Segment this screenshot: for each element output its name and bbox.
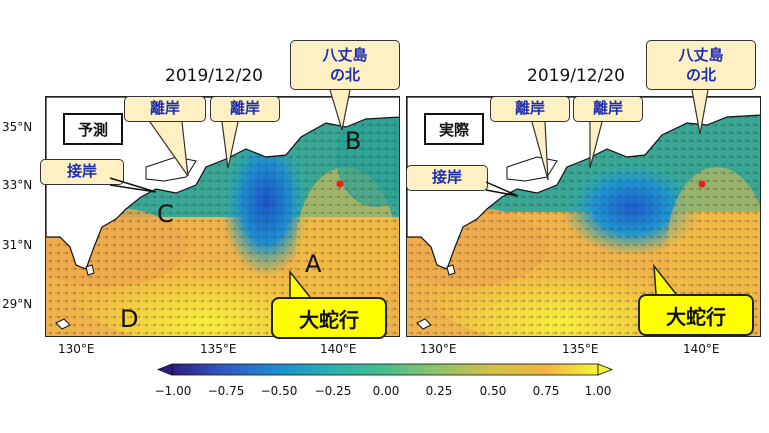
lon-tick-135-right: 135°E — [562, 342, 599, 356]
left-callout-hachijo: 八丈島 の北 — [290, 40, 400, 90]
left-map-panel — [45, 96, 400, 337]
right-map-svg — [407, 97, 760, 336]
right-callout-rigan-2: 離岸 — [573, 96, 643, 122]
left-callout-setsugan: 接岸 — [40, 159, 124, 185]
left-forecast-label: 予測 — [63, 113, 123, 145]
right-callout-hachijo: 八丈島 の北 — [646, 40, 756, 90]
red-marker — [336, 180, 344, 188]
left-marker-A: A — [305, 250, 322, 278]
right-callout-rigan-1: 離岸 — [490, 96, 570, 122]
right-actual-label: 実際 — [424, 113, 484, 145]
left-callout-meander: 大蛇行 — [271, 297, 387, 339]
left-map-svg — [46, 97, 399, 336]
colorbar-tick-2: −0.50 — [260, 384, 298, 398]
colorbar-tick-4: 0.00 — [372, 384, 400, 398]
colorbar-tick-7: 0.75 — [532, 384, 560, 398]
lon-tick-130-right: 130°E — [420, 342, 457, 356]
left-marker-B: B — [345, 127, 362, 155]
lon-tick-135-left: 135°E — [200, 342, 237, 356]
lon-tick-140-right: 140°E — [683, 342, 720, 356]
colorbar-tick-3: −0.25 — [314, 384, 352, 398]
left-marker-C: C — [157, 200, 174, 228]
lon-tick-130-left: 130°E — [58, 342, 95, 356]
right-panel-date: 2019/12/20 — [527, 66, 625, 86]
right-map-panel — [406, 96, 761, 337]
lat-tick-31: 31°N — [2, 238, 33, 252]
left-panel-date: 2019/12/20 — [165, 66, 263, 86]
colorbar-tick-6: 0.50 — [479, 384, 507, 398]
left-marker-D: D — [120, 305, 139, 333]
left-callout-rigan-1: 離岸 — [124, 96, 206, 122]
lon-tick-140-left: 140°E — [320, 342, 357, 356]
lat-tick-35: 35°N — [2, 120, 33, 134]
colorbar-tick-5: 0.25 — [425, 384, 453, 398]
right-callout-setsugan: 接岸 — [406, 165, 488, 191]
colorbar-tick-0: −1.00 — [154, 384, 192, 398]
lat-tick-29: 29°N — [2, 297, 33, 311]
lat-tick-33: 33°N — [2, 178, 33, 192]
colorbar-tick-8: 1.00 — [584, 384, 612, 398]
red-marker — [698, 180, 706, 188]
left-callout-rigan-2: 離岸 — [210, 96, 280, 122]
colorbar-tick-1: −0.75 — [207, 384, 245, 398]
right-callout-meander: 大蛇行 — [638, 294, 754, 336]
